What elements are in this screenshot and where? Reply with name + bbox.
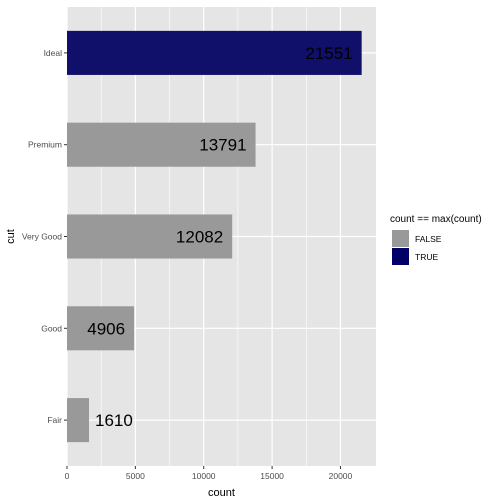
y-axis-title: cut <box>5 229 17 244</box>
x-axis: 0 5000 10000 15000 20000 <box>65 466 353 481</box>
bars <box>67 30 362 443</box>
bar-value-label: 13791 <box>199 136 246 155</box>
x-tick-label: 10000 <box>192 471 216 481</box>
bar-value-label: 1610 <box>95 411 133 430</box>
legend-label: TRUE <box>415 252 438 262</box>
bar-fair <box>67 398 90 443</box>
legend: count == max(count) FALSE TRUE <box>390 214 482 265</box>
y-axis: Ideal Premium Very Good Good Fair <box>22 48 67 425</box>
bar-good <box>67 306 135 351</box>
y-tick-label: Premium <box>28 140 62 150</box>
bar-value-label: 21551 <box>305 44 352 63</box>
bar-very-good <box>67 214 233 259</box>
legend-title: count == max(count) <box>390 214 482 225</box>
bar-value-label: 12082 <box>176 228 223 247</box>
x-axis-title: count <box>208 487 235 499</box>
y-tick-label: Ideal <box>44 48 63 58</box>
y-tick-label: Fair <box>47 415 62 425</box>
x-tick-label: 20000 <box>329 471 353 481</box>
x-tick-label: 0 <box>65 471 70 481</box>
bar-value-label: 4906 <box>87 319 125 338</box>
legend-swatch-false <box>392 230 409 247</box>
bar-value-labels: 21551 13791 12082 4906 1610 <box>87 44 352 430</box>
x-tick-label: 15000 <box>260 471 284 481</box>
y-tick-label: Very Good <box>22 232 62 242</box>
legend-swatch-true <box>392 248 409 265</box>
y-tick-label: Good <box>41 323 62 333</box>
legend-label: FALSE <box>415 234 442 244</box>
bar-premium <box>67 122 256 167</box>
bar-ideal <box>67 30 362 75</box>
x-tick-label: 5000 <box>126 471 145 481</box>
